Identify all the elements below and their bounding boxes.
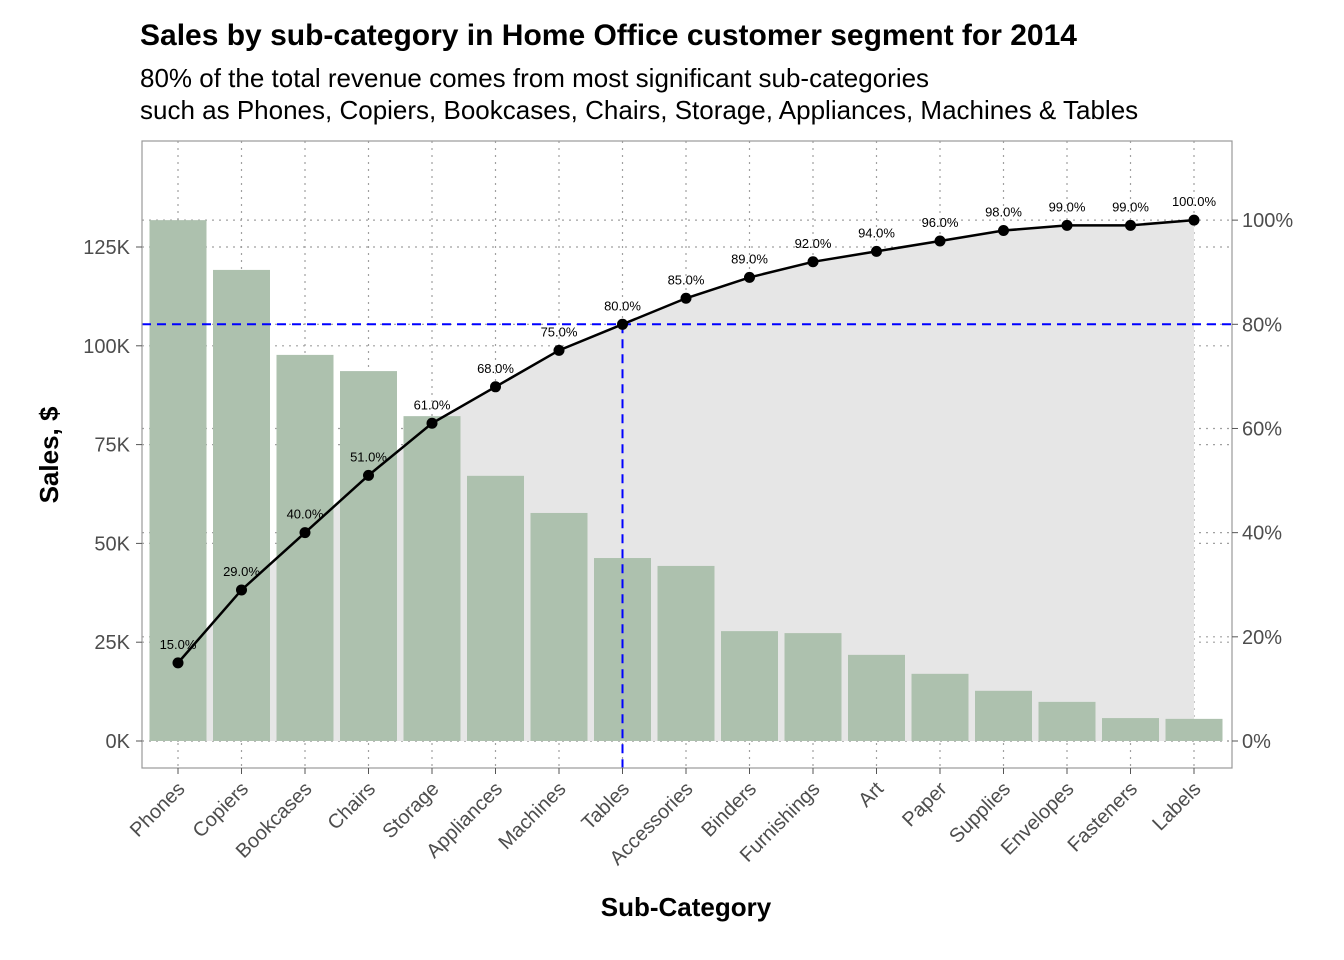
bar-furnishings [784,633,842,741]
x-tick-label: Art [854,778,888,812]
cumulative-label: 96.0% [922,215,959,230]
bar-appliances [467,475,524,741]
bar-bookcases [276,354,334,741]
cumulative-point [1125,219,1136,231]
cumulative-label: 100.0% [1172,194,1217,209]
x-tick-label: Machines [494,778,570,854]
bar-art [848,654,905,741]
chart-subtitle-line-2: such as Phones, Copiers, Bookcases, Chai… [140,95,1138,125]
cumulative-label: 85.0% [668,272,705,287]
bar-storage [403,416,461,741]
cumulative-point [299,527,311,539]
y2-tick-label: 60% [1242,418,1282,440]
cumulative-label: 92.0% [795,236,832,251]
cumulative-label: 80.0% [604,298,641,313]
cumulative-label: 89.0% [731,251,768,266]
bar-envelopes [1038,701,1096,741]
plot-area: 15.0% 29.0% 40.0% 51.0% 61.0% 68.0% 75.0% 80.0%… [83,140,1293,870]
cumulative-point [998,225,1009,237]
cumulative-point [807,256,819,268]
x-tick-label: Storage [378,778,443,843]
x-tick-label: Copiers [189,778,253,842]
bar-tables [594,558,651,741]
bar-accessories [657,565,715,741]
y-tick-label: 50K [94,533,130,555]
x-tick-label: Tables [578,778,634,834]
panel-border [141,140,1233,769]
cumulative-label: 99.0% [1049,199,1086,214]
y2-tick-label: 80% [1242,314,1282,336]
bar-labels [1165,718,1223,741]
x-tick-label: Fasteners [1064,778,1142,856]
cumulative-label: 29.0% [223,564,260,579]
cumulative-point [1188,214,1200,226]
cumulative-label: 61.0% [414,397,451,412]
bar-copiers [213,269,270,741]
y-tick-label: 100K [83,336,130,358]
cumulative-label: 99.0% [1112,199,1149,214]
y-tick-label: 75K [94,435,130,457]
bar-phones [149,220,207,741]
y-tick-label: 25K [94,632,130,654]
x-tick-label: Chairs [324,778,380,834]
cumulative-label: 98.0% [985,205,1022,220]
bar-machines [530,512,588,741]
cumulative-point [744,271,755,283]
x-tick-label: Paper [898,778,952,832]
x-tick-label: Phones [126,778,190,842]
cumulative-point [490,381,501,393]
bar-supplies [975,690,1032,741]
chart-title: Sales by sub-category in Home Office cus… [140,19,1077,52]
cumulative-label: 40.0% [287,507,324,522]
bar-paper [911,673,969,741]
x-tick-label: Binders [698,778,762,842]
cumulative-point [1061,219,1073,231]
bar-fasteners [1102,718,1159,741]
cumulative-point [363,469,374,481]
y2-tick-label: 40% [1242,523,1282,545]
cumulative-point [172,657,184,669]
y-axis-title: Sales, $ [34,406,64,503]
cumulative-label: 75.0% [541,324,578,339]
y2-tick-label: 20% [1242,627,1282,649]
x-axis-title: Sub-Category [601,892,772,922]
cumulative-label: 51.0% [350,449,387,464]
cumulative-point [553,344,565,356]
cumulative-label: 94.0% [858,225,895,240]
cumulative-point [236,584,247,596]
cumulative-point [680,292,692,304]
cumulative-point [617,318,628,330]
x-tick-label: Labels [1148,778,1205,835]
y-tick-label: 125K [83,237,130,259]
cumulative-point [871,245,882,257]
bar-chairs [340,371,397,741]
cumulative-label: 15.0% [160,637,197,652]
y-tick-label: 0K [106,731,131,753]
cumulative-point [934,235,946,247]
y2-tick-label: 100% [1242,210,1293,232]
y2-tick-label: 0% [1242,731,1271,753]
chart-subtitle-line-1: 80% of the total revenue comes from most… [140,63,929,93]
bar-binders [721,631,778,741]
cumulative-point [426,417,438,429]
cumulative-label: 68.0% [477,361,514,376]
